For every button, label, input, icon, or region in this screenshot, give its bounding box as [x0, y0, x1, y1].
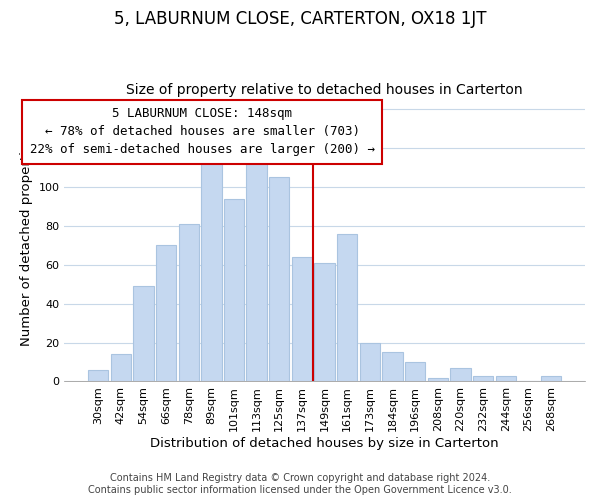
Bar [179, 224, 199, 382]
Bar [451, 368, 471, 382]
Text: Contains HM Land Registry data © Crown copyright and database right 2024.
Contai: Contains HM Land Registry data © Crown c… [88, 474, 512, 495]
Bar [88, 370, 108, 382]
Bar [428, 378, 448, 382]
X-axis label: Distribution of detached houses by size in Carterton: Distribution of detached houses by size … [150, 437, 499, 450]
Bar [405, 362, 425, 382]
Text: 5, LABURNUM CLOSE, CARTERTON, OX18 1JT: 5, LABURNUM CLOSE, CARTERTON, OX18 1JT [114, 10, 486, 28]
Bar [473, 376, 493, 382]
Text: 5 LABURNUM CLOSE: 148sqm
← 78% of detached houses are smaller (703)
22% of semi-: 5 LABURNUM CLOSE: 148sqm ← 78% of detach… [30, 108, 375, 156]
Bar [201, 162, 221, 382]
Bar [314, 263, 335, 382]
Bar [133, 286, 154, 382]
Y-axis label: Number of detached properties: Number of detached properties [20, 136, 32, 346]
Title: Size of property relative to detached houses in Carterton: Size of property relative to detached ho… [126, 83, 523, 97]
Bar [224, 198, 244, 382]
Bar [541, 376, 562, 382]
Bar [382, 352, 403, 382]
Bar [247, 158, 267, 382]
Bar [292, 257, 312, 382]
Bar [269, 178, 289, 382]
Bar [360, 342, 380, 382]
Bar [110, 354, 131, 382]
Bar [496, 376, 516, 382]
Bar [337, 234, 358, 382]
Bar [156, 246, 176, 382]
